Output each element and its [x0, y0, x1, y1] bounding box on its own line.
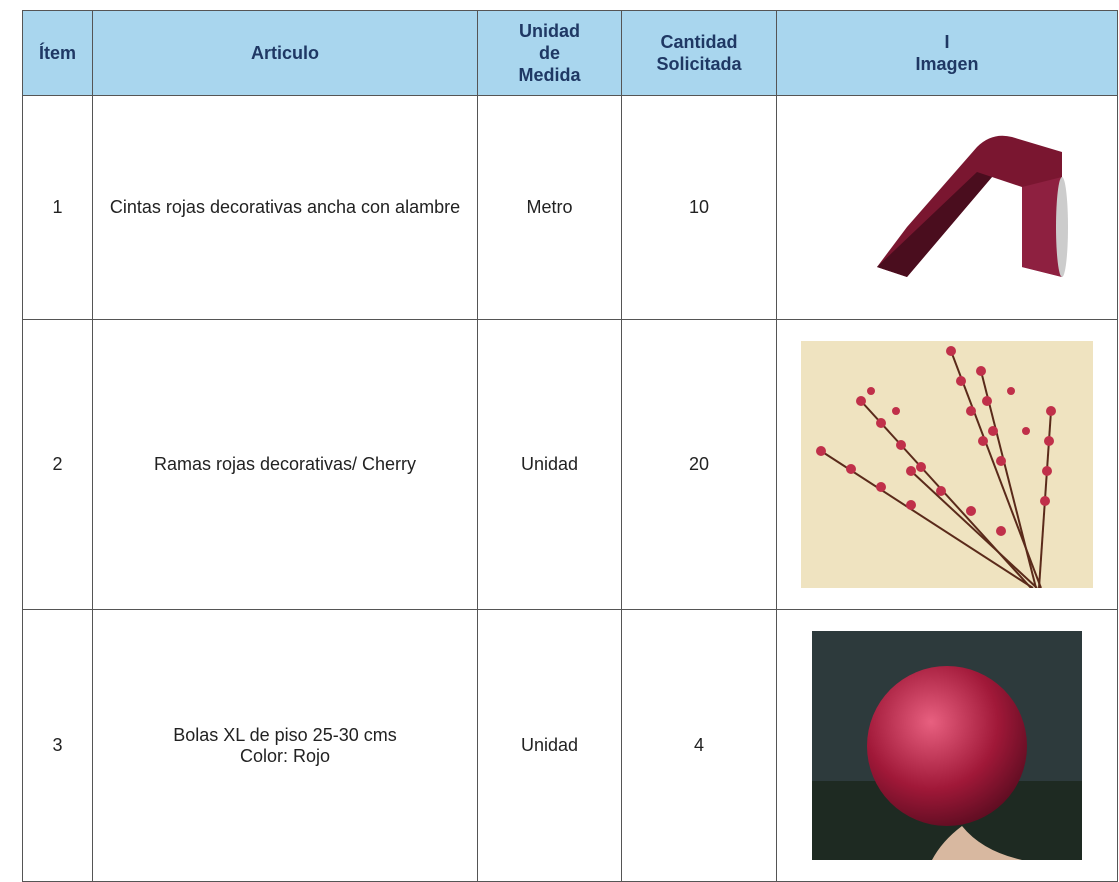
ribbon-image [877, 135, 1068, 277]
item-description: Cintas rojas decorativas ancha con alamb… [92, 95, 478, 320]
item-quantity: 20 [621, 319, 777, 610]
header-cell: Ítem [22, 10, 93, 96]
item-quantity: 10 [621, 95, 777, 320]
table-row: 3 Bolas XL de piso 25-30 cms Color: Rojo… [22, 609, 1118, 882]
table-row: 1 Cintas rojas decorativas ancha con ala… [22, 95, 1118, 320]
header-cell: Articulo [92, 10, 478, 96]
header-cell: Unidad de Medida [477, 10, 622, 96]
table-row: 2 Ramas rojas decorativas/ Cherry Unidad… [22, 319, 1118, 610]
item-number: 2 [22, 319, 93, 610]
item-quantity: 4 [621, 609, 777, 882]
item-description: Bolas XL de piso 25-30 cms Color: Rojo [92, 609, 478, 882]
image-cell [776, 319, 1118, 610]
item-description: Ramas rojas decorativas/ Cherry [92, 319, 478, 610]
berries-image [801, 341, 1093, 588]
items-table: Ítem Articulo Unidad de Medida Cantidad … [22, 10, 1118, 882]
header-row: Ítem Articulo Unidad de Medida Cantidad … [22, 10, 1118, 96]
item-number: 3 [22, 609, 93, 882]
item-unit: Metro [477, 95, 622, 320]
image-cell [776, 609, 1118, 882]
item-unit: Unidad [477, 319, 622, 610]
image-cell [776, 95, 1118, 320]
item-unit: Unidad [477, 609, 622, 882]
header-cell: Cantidad Solicitada [621, 10, 777, 96]
ball-image [812, 631, 1082, 860]
item-number: 1 [22, 95, 93, 320]
page: Ítem Articulo Unidad de Medida Cantidad … [22, 10, 1118, 882]
header-cell: I Imagen [776, 10, 1118, 96]
